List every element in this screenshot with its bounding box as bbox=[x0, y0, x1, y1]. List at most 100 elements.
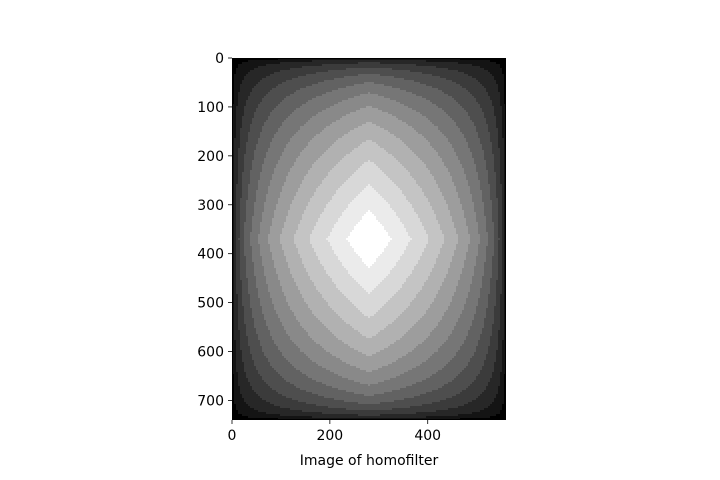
heatmap-cell bbox=[470, 76, 473, 79]
heatmap-cell bbox=[346, 68, 349, 71]
heatmap-cell bbox=[454, 58, 457, 61]
heatmap-cell bbox=[432, 80, 435, 83]
heatmap-cell bbox=[422, 92, 425, 95]
heatmap-cell bbox=[300, 104, 303, 107]
heatmap-cell bbox=[454, 82, 457, 85]
heatmap-cell bbox=[446, 66, 449, 69]
heatmap-cell bbox=[388, 78, 391, 81]
heatmap-cell bbox=[448, 88, 451, 91]
heatmap-cell bbox=[274, 92, 277, 95]
heatmap-cell bbox=[436, 80, 439, 83]
heatmap-cell bbox=[404, 102, 407, 105]
heatmap-cell bbox=[304, 80, 307, 83]
heatmap-cell bbox=[340, 86, 343, 89]
heatmap-cell bbox=[412, 102, 415, 105]
heatmap-cell bbox=[496, 104, 499, 107]
heatmap-cell bbox=[298, 106, 301, 109]
heatmap-cell bbox=[412, 72, 415, 75]
heatmap-cell bbox=[370, 102, 373, 105]
heatmap-cell bbox=[448, 68, 451, 71]
heatmap-cell bbox=[280, 96, 283, 99]
heatmap-cell bbox=[414, 76, 417, 79]
heatmap-cell bbox=[232, 70, 235, 73]
heatmap-cell bbox=[248, 64, 251, 67]
heatmap-cell bbox=[298, 74, 301, 77]
heatmap-cell bbox=[458, 94, 461, 97]
heatmap-cell bbox=[442, 100, 445, 103]
heatmap-cell bbox=[266, 68, 269, 71]
heatmap-cell bbox=[446, 94, 449, 97]
heatmap-cell bbox=[502, 98, 505, 101]
heatmap-cell bbox=[292, 66, 295, 69]
heatmap-cell bbox=[410, 64, 413, 67]
heatmap-cell bbox=[298, 62, 301, 65]
heatmap-cell bbox=[410, 88, 413, 91]
heatmap-cell bbox=[374, 58, 377, 61]
heatmap-cell bbox=[498, 90, 501, 93]
heatmap-cell bbox=[430, 100, 433, 103]
heatmap-cell bbox=[424, 74, 427, 77]
heatmap-cell bbox=[304, 104, 307, 107]
heatmap-cell bbox=[314, 68, 317, 71]
heatmap-cell bbox=[422, 100, 425, 103]
heatmap-cell bbox=[272, 80, 275, 83]
heatmap-cell bbox=[418, 58, 421, 61]
heatmap-cell bbox=[356, 66, 359, 69]
heatmap-cell bbox=[380, 106, 383, 109]
heatmap-cell bbox=[388, 62, 391, 65]
heatmap-cell bbox=[284, 90, 287, 93]
heatmap-cell bbox=[272, 72, 275, 75]
heatmap-cell bbox=[402, 74, 405, 77]
heatmap-cell bbox=[300, 82, 303, 85]
heatmap-cell bbox=[418, 102, 421, 105]
heatmap-cell bbox=[336, 86, 339, 89]
heatmap-cell bbox=[450, 104, 453, 107]
heatmap-cell bbox=[316, 70, 319, 73]
heatmap-cell bbox=[384, 104, 387, 107]
heatmap-cell bbox=[480, 98, 483, 101]
heatmap-cell bbox=[350, 78, 353, 81]
heatmap-cell bbox=[492, 102, 495, 105]
heatmap-cell bbox=[262, 94, 265, 97]
heatmap-cell bbox=[466, 82, 469, 85]
heatmap-cell bbox=[340, 66, 343, 69]
heatmap-cell bbox=[322, 98, 325, 101]
heatmap-cell bbox=[384, 102, 387, 105]
heatmap-cell bbox=[238, 100, 241, 103]
heatmap-cell bbox=[318, 88, 321, 91]
heatmap-cell bbox=[252, 76, 255, 79]
heatmap-cell bbox=[350, 72, 353, 75]
heatmap-cell bbox=[256, 92, 259, 95]
heatmap-cell bbox=[248, 80, 251, 83]
heatmap-cell bbox=[252, 90, 255, 93]
heatmap-cell bbox=[286, 68, 289, 71]
heatmap-cell bbox=[360, 68, 363, 71]
heatmap-cell bbox=[356, 90, 359, 93]
heatmap-cell bbox=[276, 106, 279, 109]
heatmap-cell bbox=[494, 66, 497, 69]
heatmap-cell bbox=[426, 104, 429, 107]
heatmap-cell bbox=[342, 68, 345, 71]
heatmap-cell bbox=[408, 88, 411, 91]
heatmap-cell bbox=[234, 94, 237, 97]
heatmap-cell bbox=[420, 104, 423, 107]
heatmap-cell bbox=[342, 100, 345, 103]
heatmap-cell bbox=[242, 62, 245, 65]
heatmap-cell bbox=[490, 84, 493, 87]
heatmap-cell bbox=[250, 88, 253, 91]
heatmap-cell bbox=[468, 100, 471, 103]
heatmap-cell bbox=[246, 60, 249, 63]
heatmap-cell bbox=[346, 72, 349, 75]
heatmap-cell bbox=[256, 84, 259, 87]
heatmap-cell bbox=[458, 82, 461, 85]
heatmap-cell bbox=[260, 100, 263, 103]
heatmap-cell bbox=[312, 70, 315, 73]
heatmap-cell bbox=[496, 60, 499, 63]
heatmap-cell bbox=[378, 92, 381, 95]
heatmap-cell bbox=[366, 62, 369, 65]
heatmap-cell bbox=[286, 94, 289, 97]
heatmap-cell bbox=[364, 98, 367, 101]
heatmap-cell bbox=[318, 104, 321, 107]
heatmap-cell bbox=[416, 90, 419, 93]
heatmap-cell bbox=[392, 74, 395, 77]
